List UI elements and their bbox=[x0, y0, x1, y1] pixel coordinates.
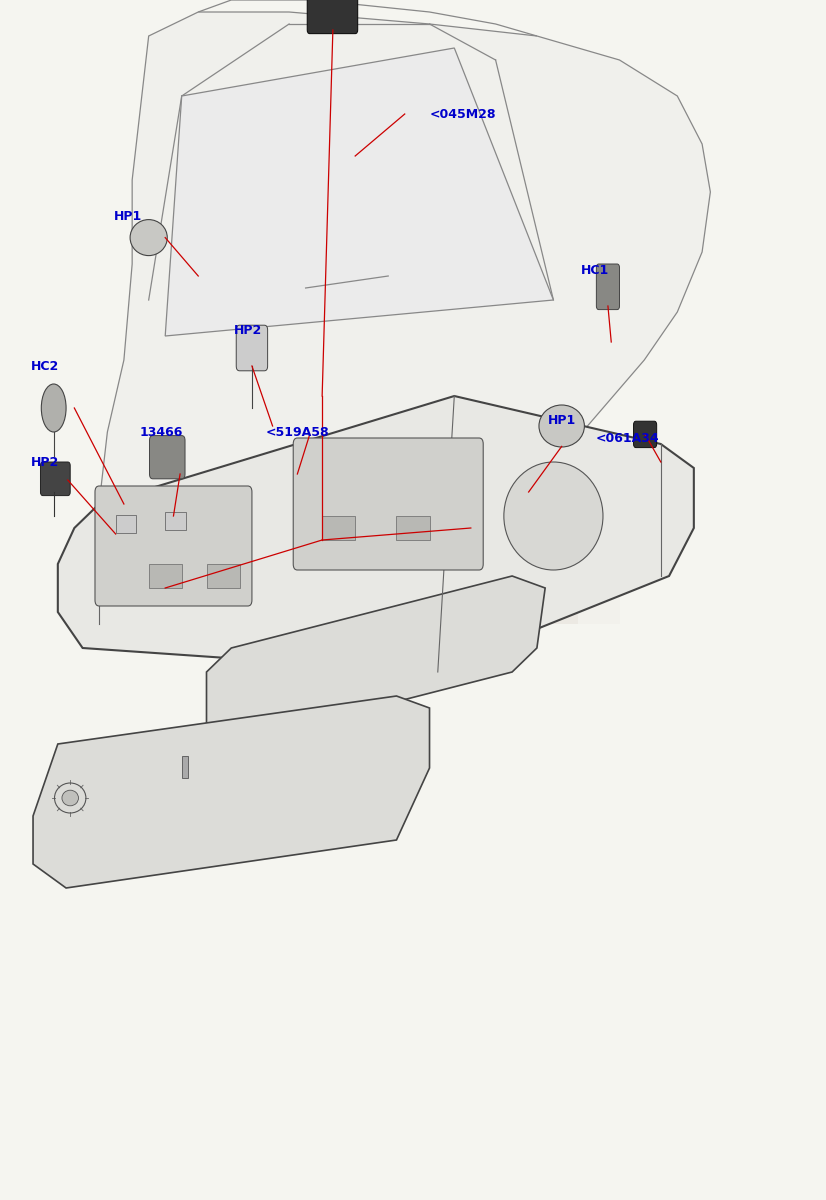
FancyBboxPatch shape bbox=[236, 325, 268, 371]
FancyBboxPatch shape bbox=[596, 264, 620, 310]
Bar bbox=[496, 498, 537, 540]
Bar bbox=[537, 582, 578, 624]
Ellipse shape bbox=[504, 462, 603, 570]
Polygon shape bbox=[33, 696, 430, 888]
Bar bbox=[454, 582, 496, 624]
Text: <061A34: <061A34 bbox=[596, 432, 660, 444]
Bar bbox=[454, 498, 496, 540]
Bar bbox=[206, 564, 240, 588]
Bar bbox=[537, 540, 578, 582]
Text: HP1: HP1 bbox=[548, 414, 576, 426]
Bar bbox=[116, 515, 136, 533]
Ellipse shape bbox=[131, 220, 168, 256]
Text: HP2: HP2 bbox=[31, 456, 59, 468]
Polygon shape bbox=[206, 576, 545, 744]
Ellipse shape bbox=[41, 384, 66, 432]
Text: HP2: HP2 bbox=[234, 324, 262, 336]
Bar bbox=[322, 516, 355, 540]
Bar bbox=[578, 498, 620, 540]
Polygon shape bbox=[58, 396, 694, 672]
Ellipse shape bbox=[62, 790, 78, 806]
Bar bbox=[537, 498, 578, 540]
Text: <519A58: <519A58 bbox=[265, 426, 330, 438]
Bar bbox=[496, 540, 537, 582]
Bar bbox=[578, 582, 620, 624]
Bar bbox=[149, 564, 182, 588]
FancyBboxPatch shape bbox=[95, 486, 252, 606]
Polygon shape bbox=[165, 48, 553, 336]
Bar bbox=[496, 582, 537, 624]
Polygon shape bbox=[99, 12, 710, 612]
Text: scàøda
parts: scàøda parts bbox=[278, 523, 415, 605]
FancyBboxPatch shape bbox=[293, 438, 483, 570]
Bar bbox=[182, 756, 188, 778]
Text: HC2: HC2 bbox=[31, 360, 59, 372]
Text: HP1: HP1 bbox=[114, 210, 142, 222]
FancyBboxPatch shape bbox=[307, 0, 358, 34]
FancyBboxPatch shape bbox=[634, 421, 657, 448]
Text: <045M28: <045M28 bbox=[430, 108, 496, 120]
Bar bbox=[454, 540, 496, 582]
Bar bbox=[396, 516, 430, 540]
Bar bbox=[578, 540, 620, 582]
FancyBboxPatch shape bbox=[150, 436, 185, 479]
FancyBboxPatch shape bbox=[40, 462, 70, 496]
Bar bbox=[165, 512, 186, 530]
Text: 13466: 13466 bbox=[140, 426, 183, 438]
Text: HC1: HC1 bbox=[581, 264, 609, 276]
Ellipse shape bbox=[539, 404, 585, 446]
